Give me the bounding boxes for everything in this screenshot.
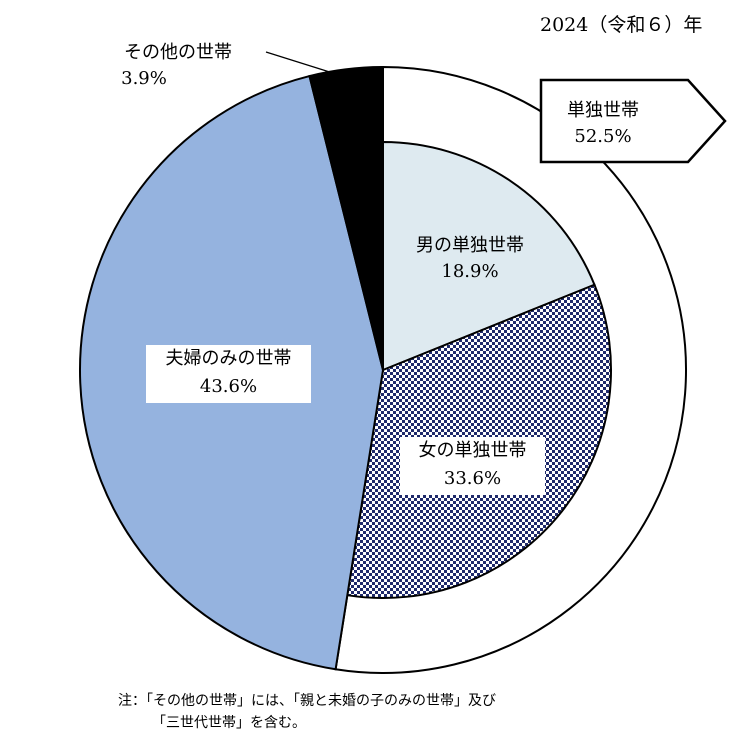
single-households-label: 単独世帯 52.5%	[548, 98, 658, 150]
other-name: その他の世帯	[124, 42, 232, 63]
other-value: 3.9%	[121, 68, 167, 89]
footnote-line-2: 「三世代世帯」を含む。	[152, 715, 306, 731]
couple-only-value: 43.6%	[199, 376, 258, 397]
single-households-name: 単独世帯	[567, 100, 639, 121]
year-label: 2024（令和６）年	[540, 14, 703, 36]
male-single-name: 男の単独世帯	[416, 235, 524, 256]
single-households-callout-box	[539, 78, 727, 164]
male-single-value: 18.9%	[441, 261, 499, 282]
footnote: 注：「その他の世帯」には、「親と未婚の子のみの世帯」及び 「三世代世帯」を含む。	[118, 690, 496, 734]
other-label: その他の世帯 3.9%	[98, 40, 258, 92]
female-single-name: 女の単独世帯	[418, 440, 527, 461]
male-single-label: 男の単独世帯 18.9%	[395, 233, 545, 285]
slice-male-single	[382, 140, 596, 372]
other-leader-line	[265, 51, 337, 75]
couple-only-name: 夫婦のみの世帯	[165, 348, 292, 369]
female-single-value: 33.6%	[443, 468, 502, 489]
slice-other	[308, 65, 384, 371]
female-single-label: 女の単独世帯 33.6%	[400, 437, 545, 495]
couple-only-label: 夫婦のみの世帯 43.6%	[146, 345, 311, 403]
single-households-value: 52.5%	[574, 126, 632, 147]
footnote-line-1: 注：「その他の世帯」には、「親と未婚の子のみの世帯」及び	[118, 693, 496, 709]
